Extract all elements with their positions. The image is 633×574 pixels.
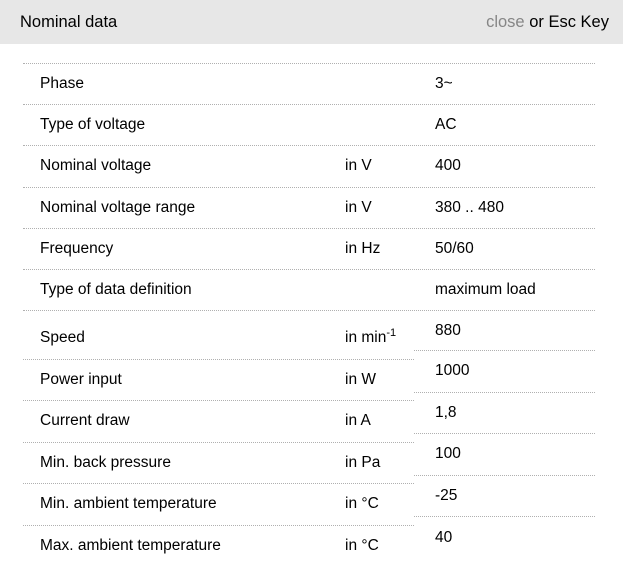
- row-unit: in Hz: [345, 239, 381, 257]
- table-row: Min. ambient temperature in °C: [23, 484, 414, 526]
- table-row: Phase 3~: [23, 63, 595, 104]
- row-unit: in min-1: [345, 327, 397, 347]
- row-label: Speed: [40, 329, 85, 347]
- nominal-data-table: Phase 3~ Type of voltage AC Nominal volt…: [23, 63, 595, 567]
- table-row: Type of data definition maximum load: [23, 268, 595, 310]
- row-value: 40: [435, 528, 453, 546]
- row-unit: in V: [345, 198, 372, 216]
- close-button[interactable]: close: [486, 12, 525, 31]
- row-value: 380 .. 480: [435, 198, 504, 216]
- table-bottom-section: Speed in min-1 Power input in W Current …: [23, 310, 595, 567]
- row-label: Nominal voltage range: [40, 198, 196, 216]
- close-hint: close or Esc Key: [486, 13, 609, 32]
- esc-key-hint: or Esc Key: [524, 12, 609, 31]
- row-label: Nominal voltage: [40, 157, 152, 175]
- table-row: Power input in W: [23, 360, 414, 402]
- row-label: Type of data definition: [40, 281, 192, 299]
- table-row: Type of voltage AC: [23, 104, 595, 145]
- dialog-header: Nominal data close or Esc Key: [0, 0, 623, 44]
- row-label: Min. ambient temperature: [40, 495, 217, 513]
- row-unit: in °C: [345, 495, 379, 513]
- row-unit: in °C: [345, 537, 379, 555]
- row-label: Type of voltage: [40, 116, 146, 134]
- table-row: Frequency in Hz 50/60: [23, 227, 595, 269]
- row-label: Phase: [40, 75, 84, 93]
- row-value: -25: [414, 476, 595, 518]
- row-unit: in W: [345, 370, 376, 388]
- row-label: Min. back pressure: [40, 453, 171, 471]
- row-value: 1,8: [414, 393, 595, 435]
- row-unit: in A: [345, 412, 371, 430]
- row-value: 400: [435, 157, 461, 175]
- row-value: maximum load: [435, 281, 536, 299]
- value-column: 880 1000 1,8 100 -25 40: [414, 311, 595, 559]
- row-unit: in Pa: [345, 453, 381, 471]
- row-value: 3~: [435, 75, 453, 93]
- table-row: Min. back pressure in Pa: [23, 443, 414, 485]
- row-value: 880: [414, 311, 595, 352]
- table-row: Current draw in A: [23, 401, 414, 443]
- row-value: 1000: [414, 351, 595, 393]
- row-label: Frequency: [40, 239, 114, 257]
- table-row: Max. ambient temperature in °C: [23, 526, 414, 568]
- row-value: 100: [414, 434, 595, 476]
- row-label: Power input: [40, 370, 122, 388]
- row-label: Max. ambient temperature: [40, 537, 221, 555]
- unit-superscript: -1: [386, 327, 397, 340]
- table-row: Nominal voltage in V 400: [23, 145, 595, 186]
- table-row: Nominal voltage range in V 380 .. 480: [23, 186, 595, 228]
- row-unit: in V: [345, 157, 372, 175]
- label-unit-column: Speed in min-1 Power input in W Current …: [23, 311, 414, 567]
- row-label: Current draw: [40, 412, 130, 430]
- row-value: AC: [435, 116, 457, 134]
- table-row: Speed in min-1: [23, 318, 414, 360]
- dialog-title: Nominal data: [20, 12, 118, 31]
- row-value: 50/60: [435, 239, 474, 257]
